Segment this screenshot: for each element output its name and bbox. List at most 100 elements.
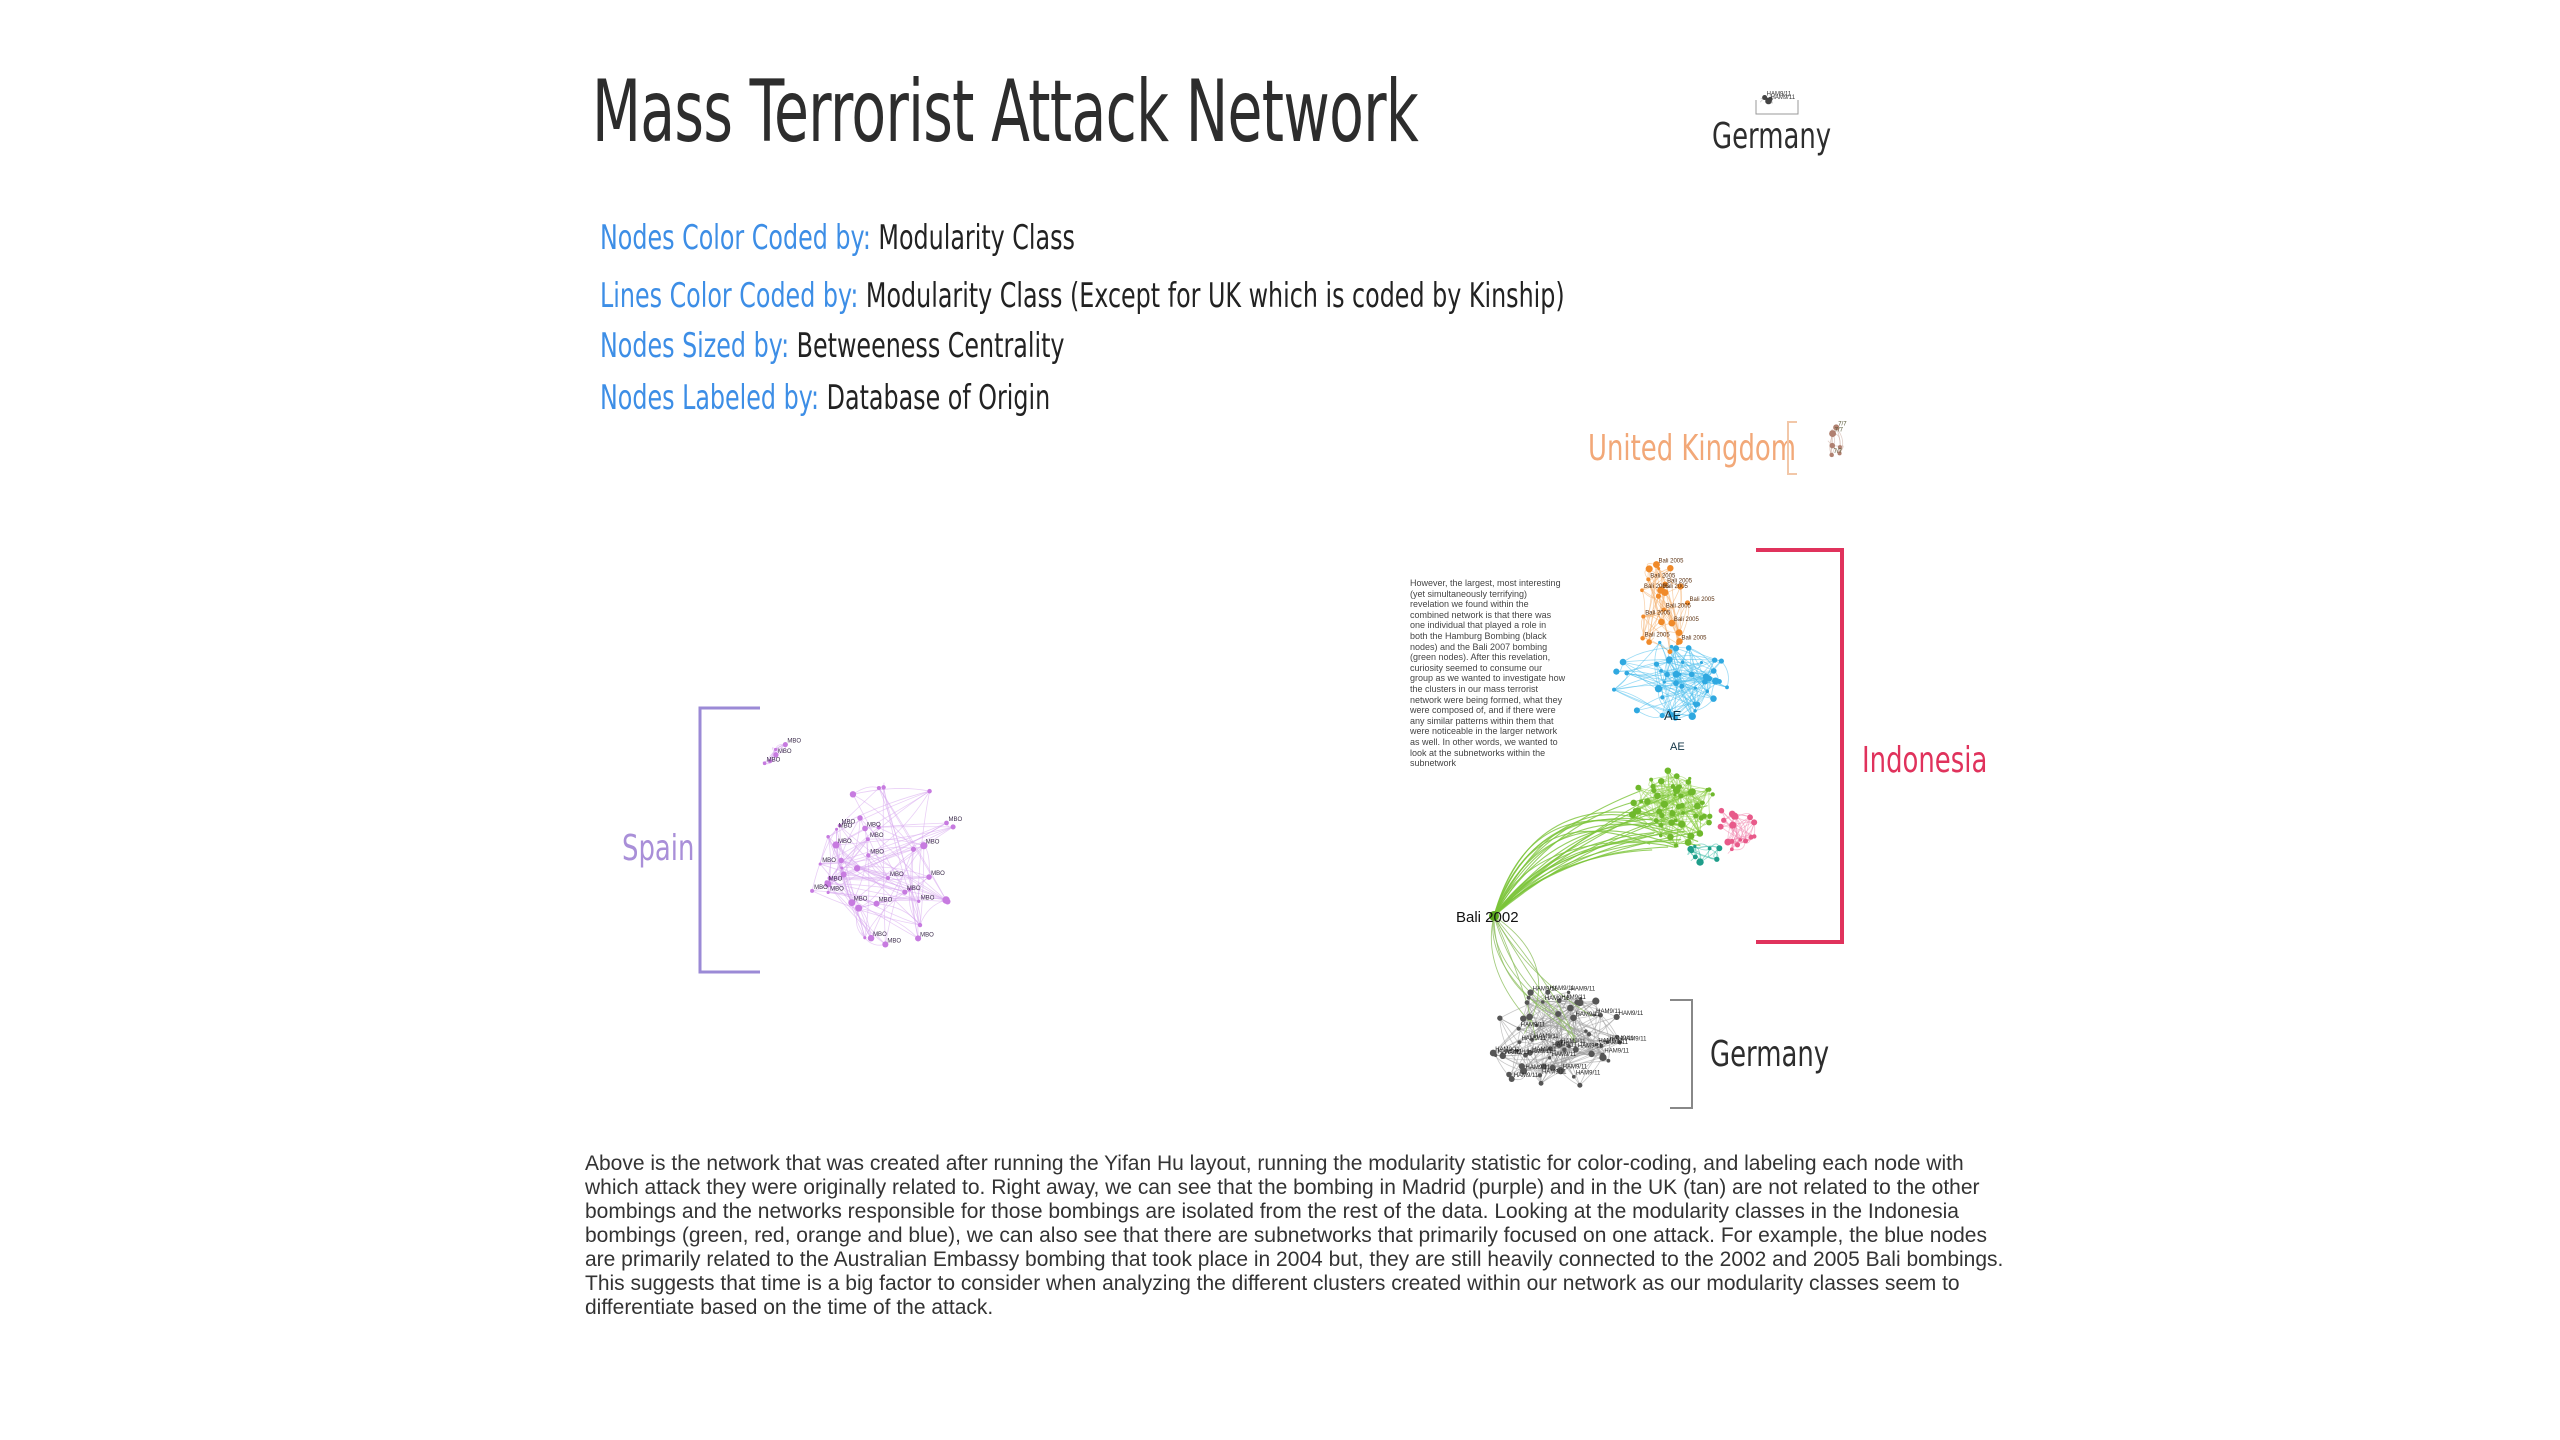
spain-edge [870,845,925,939]
indonesia-green-node [1684,838,1692,846]
spain-node-label: MBO [814,885,828,891]
spain-edge [841,822,947,861]
spain-node-label: MBO [838,839,852,845]
germany-cluster-node [1537,1073,1543,1078]
indonesia-orange-node [1646,639,1652,645]
indonesia-orange-node [1667,649,1673,655]
indonesia-green-node [1693,813,1699,819]
indonesia-green-node [1660,800,1668,808]
indonesia-orange-node [1645,565,1653,573]
indonesia-green-node [1658,822,1664,828]
uk-cluster-node-label: 7/7 [1834,449,1843,455]
region-label-germany-top: Germany [1712,116,1832,157]
germany-cluster-node-label: HAM9/11 [1604,1048,1629,1054]
bridge-edge-green [1493,823,1699,917]
germany-cluster-edge [1564,1014,1601,1050]
indonesia-orange-edge [1642,586,1681,639]
spain-node-label: MBO [842,820,856,826]
spain-node [857,815,863,821]
indonesia-green-node [1629,811,1637,819]
spain-edge [841,860,930,878]
region-label-united-kingdom: United Kingdom [1588,428,1797,469]
bridge-edge-green [1493,789,1642,917]
bridge-edge-green [1493,846,1669,917]
indonesia-green-edge [1651,776,1689,783]
germany-cluster-node [1562,1047,1567,1052]
indonesia-blue-node [1613,668,1620,675]
spain-node [832,841,840,849]
germany-cluster-node [1567,1004,1574,1012]
side-annotation: However, the largest, most interesting (… [1410,578,1566,769]
uk-cluster-node-label: 7/7 [1835,428,1844,434]
uk-cluster-node [1833,424,1840,431]
spain-edge [864,822,947,829]
spain-node [862,825,868,832]
indonesia-orange-node [1655,593,1662,599]
spain-edge [811,890,921,926]
spain-node [848,899,856,907]
indonesia-blue-node [1659,669,1663,673]
indonesia-pink-node [1747,814,1753,821]
germany-top-cluster-node [1768,96,1773,102]
germany-cluster-node-label: HAM9/11 [1514,1073,1539,1079]
indonesia-green-node [1630,799,1637,807]
germany-cluster-node-label: HAM9/11 [1528,1049,1553,1055]
legend-value: Betweeness Centrality [796,326,1065,366]
indonesia-blue-edge [1654,642,1661,689]
germany-cluster-node-label: HAM9/11 [1526,1065,1551,1071]
indonesia-green-node [1673,773,1680,780]
indonesia-blue-node [1658,640,1662,645]
node-label-ae: AE [1664,708,1682,723]
spain-node [920,842,928,850]
indonesia-blue-node [1666,658,1672,664]
germany-cluster-edge [1539,1007,1571,1076]
region-label-germany-bottom: Germany [1710,1034,1830,1075]
indonesia-green-node [1698,832,1703,837]
spain-node [827,876,832,881]
indonesia-green-node [1639,799,1644,804]
indonesia-pink-node [1743,838,1749,844]
germany-cluster-edge [1529,1016,1618,1038]
spain-edge [819,863,872,939]
germany-cluster-node [1541,1000,1545,1004]
spain-node [916,899,921,903]
germany-cluster-node [1613,1013,1620,1021]
indonesia-blue-edge [1661,662,1684,716]
germany-cluster-edge [1564,1049,1581,1086]
germany-cluster-node [1526,995,1531,1000]
indonesia-blue-node [1672,670,1680,678]
spain-node-label: MBO [879,898,893,904]
germany-cluster-node-label: HAM9/11 [1498,1049,1523,1055]
germany-cluster-edge [1579,1041,1608,1086]
germany-cluster-node [1517,1040,1522,1045]
indonesia-pink-node [1729,847,1734,852]
spain-edge [827,790,930,838]
indonesia-blue-node [1716,678,1722,684]
germany-cluster-node-label: HAM9/11 [1495,1047,1520,1053]
germany-cluster-node-label: HAM9/11 [1561,995,1586,1001]
indonesia-blue-node [1660,695,1665,700]
spain-edge [868,846,914,856]
indonesia-green-node [1688,776,1692,781]
germany-cluster-node [1566,990,1571,995]
indonesia-orange-edge [1642,592,1666,639]
germany-cluster-node [1556,998,1562,1004]
bridge-edge-green [1493,819,1674,917]
bridge-edge-green [1493,818,1653,917]
spain-node [865,837,870,842]
spain-edge [851,839,869,903]
legend-key: Nodes Color Coded by: [600,218,871,258]
spain-node-label: MBO [890,872,904,878]
indonesia-blue-node [1672,645,1680,652]
spain-edge [876,903,921,926]
indonesia-teal-node [1696,858,1704,866]
spain-node-label: MBO [870,849,884,855]
spain-node [810,888,815,893]
spain-node [840,866,844,870]
spain-edge [884,849,914,945]
indonesia-orange-node-label: Bali 2005 [1674,617,1700,623]
indonesia-orange-node [1675,629,1683,637]
indonesia-blue-node [1705,689,1710,694]
indonesia-green-node [1644,798,1651,805]
spain-edge [841,866,930,878]
